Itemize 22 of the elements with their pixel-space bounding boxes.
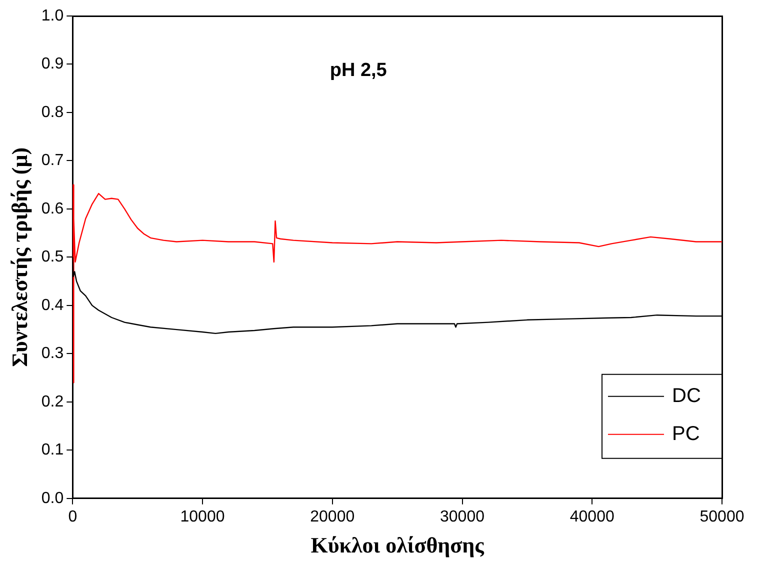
x-tick-label: 50000 <box>700 508 744 526</box>
y-tick-label: 0.8 <box>41 104 64 121</box>
x-tick-label: 20000 <box>310 508 355 526</box>
y-tick-label: 1.0 <box>41 7 64 24</box>
y-tick-label: 0.1 <box>41 442 64 459</box>
y-tick-label: 0.0 <box>41 490 64 507</box>
x-tick-label: 40000 <box>570 508 614 526</box>
x-axis-title: Κύκλοι ολίσθησης <box>310 532 485 558</box>
x-tick-label: 30000 <box>440 508 485 526</box>
y-tick-label: 0.2 <box>41 393 64 410</box>
x-tick-label: 10000 <box>180 508 225 526</box>
y-tick-label: 0.9 <box>41 56 64 73</box>
legend-label: PC <box>672 422 700 445</box>
y-tick-label: 0.7 <box>41 152 64 170</box>
y-tick-label: 0.5 <box>41 248 64 266</box>
legend-label: DC <box>672 384 701 407</box>
text: pH 2,5 <box>330 60 388 82</box>
y-tick-label: 0.4 <box>41 296 64 314</box>
y-tick-label: 0.3 <box>41 345 64 362</box>
y-tick-label: 0.6 <box>41 200 64 218</box>
y-axis-title: Συντελεστής τριβής (μ) <box>6 147 32 367</box>
x-tick-label: 0 <box>68 508 78 526</box>
